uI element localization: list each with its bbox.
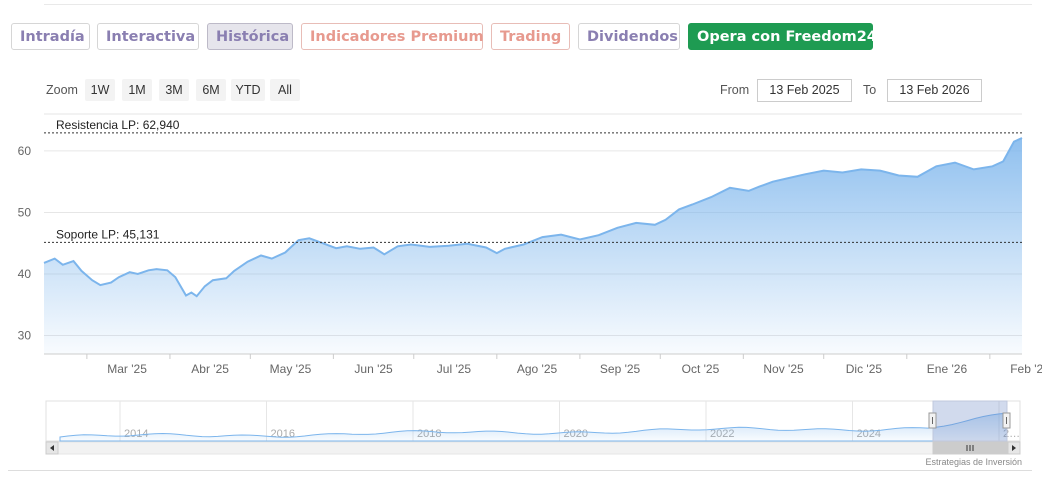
arrow-right-icon [1012, 445, 1016, 451]
from-date-input[interactable]: 13 Feb 2025 [757, 79, 852, 102]
navigator[interactable]: 2014201620182020202220242… [45, 400, 1021, 442]
top-rule [44, 4, 1032, 5]
y-tick-label: 60 [18, 144, 32, 158]
to-date-input[interactable]: 13 Feb 2026 [887, 79, 982, 102]
x-tick-label: Sep '25 [600, 362, 641, 376]
zoom-1m-button[interactable]: 1M [122, 79, 152, 101]
x-tick-label: Ene '26 [927, 362, 968, 376]
zoom-3m-button[interactable]: 3M [159, 79, 189, 101]
scrollbar-track[interactable] [45, 441, 1021, 455]
opera-con-freedom24-button[interactable]: Opera con Freedom24 [688, 23, 877, 50]
x-tick-label: Abr '25 [191, 362, 229, 376]
x-axis: Mar '25 Abr '25 May '25 Jun '25 Jul '25 Ago '… [86, 354, 1042, 376]
x-tick-label: Feb '26 [1010, 362, 1042, 376]
x-tick-label: Dic '25 [846, 362, 883, 376]
y-tick-label: 50 [18, 205, 32, 219]
y-tick-label: 30 [18, 329, 32, 343]
tab-dividendos[interactable]: Dividendos [578, 23, 680, 50]
grip-icon [966, 445, 974, 451]
level-label: Soporte LP: 45,131 [56, 227, 160, 241]
level-label: Resistencia LP: 62,940 [56, 118, 180, 132]
tab-interactiva[interactable]: Interactiva [97, 23, 199, 50]
tab-trading[interactable]: Trading [491, 23, 570, 50]
zoom-all-button[interactable]: All [270, 79, 300, 101]
x-tick-label: May '25 [270, 362, 312, 376]
navigator-selection[interactable] [932, 400, 1008, 442]
y-tick-label: 40 [18, 267, 32, 281]
y-axis: 30 40 50 60 [18, 144, 32, 343]
x-tick-label: Ago '25 [517, 362, 558, 376]
bottom-rule [8, 470, 1032, 471]
x-tick-label: Jun '25 [354, 362, 393, 376]
scrollbar[interactable] [45, 441, 1021, 455]
x-tick-label: Jul '25 [437, 362, 472, 376]
zoom-6m-button[interactable]: 6M [196, 79, 226, 101]
zoom-label: Zoom [46, 83, 78, 97]
tab-indicadores-premium[interactable]: Indicadores Premium [301, 23, 484, 50]
tab-intradia[interactable]: Intradía [11, 23, 90, 50]
arrow-left-icon [50, 445, 54, 451]
price-line [43, 137, 1023, 298]
to-label: To [863, 83, 877, 97]
from-label: From [720, 83, 750, 97]
x-tick-label: Oct '25 [682, 362, 720, 376]
zoom-ytd-button[interactable]: YTD [231, 79, 265, 101]
x-tick-label: Nov '25 [763, 362, 804, 376]
tab-historica[interactable]: Histórica [207, 23, 293, 50]
price-area [44, 138, 1022, 354]
credit-text: Estrategias de Inversión [925, 457, 1022, 467]
x-tick-label: Mar '25 [107, 362, 147, 376]
level-annotations: Resistencia LP: 62,940 Soporte LP: 45,131 [44, 118, 1022, 243]
zoom-1w-button[interactable]: 1W [85, 79, 115, 101]
navigator-series [59, 412, 1008, 442]
